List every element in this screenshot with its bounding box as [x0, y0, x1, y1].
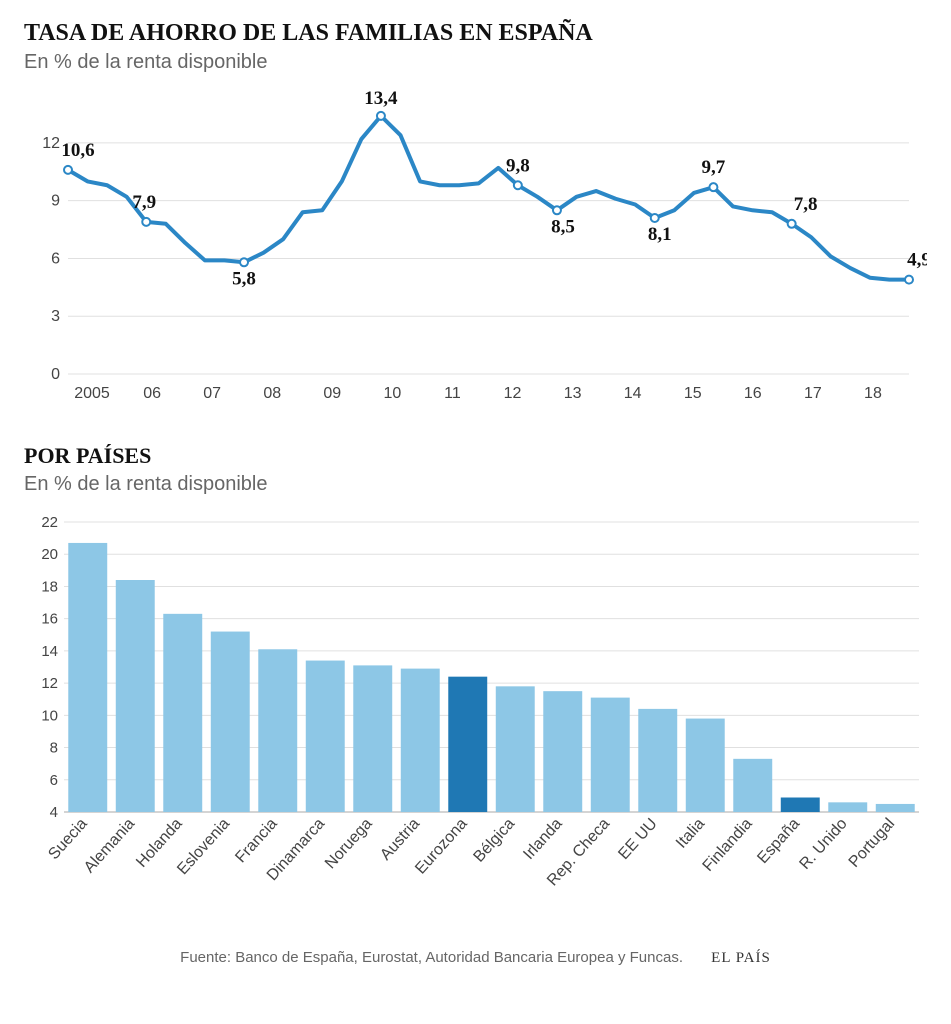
- chart-footer: Fuente: Banco de España, Eurostat, Autor…: [24, 949, 927, 967]
- svg-text:2005: 2005: [74, 385, 110, 402]
- svg-text:11: 11: [444, 385, 461, 402]
- source-label: Fuente: Banco de España, Eurostat, Autor…: [180, 949, 683, 966]
- svg-text:12: 12: [504, 385, 522, 402]
- svg-text:0: 0: [51, 366, 60, 383]
- svg-text:Finlandia: Finlandia: [700, 815, 756, 875]
- svg-text:7,9: 7,9: [132, 192, 156, 213]
- svg-text:Francia: Francia: [232, 815, 280, 866]
- svg-text:18: 18: [864, 385, 882, 402]
- svg-text:8,5: 8,5: [551, 216, 575, 237]
- svg-text:16: 16: [41, 611, 58, 628]
- svg-text:8: 8: [50, 740, 58, 757]
- line-chart-section: TASA DE AHORRO DE LAS FAMILIAS EN ESPAÑA…: [24, 20, 927, 415]
- svg-text:R. Unido: R. Unido: [796, 815, 850, 873]
- line-chart-subtitle: En % de la renta disponible: [24, 51, 927, 74]
- svg-text:Noruega: Noruega: [322, 815, 376, 872]
- brand-label: EL PAÍS: [711, 950, 771, 966]
- svg-text:Austria: Austria: [377, 815, 423, 863]
- svg-text:10: 10: [383, 385, 401, 402]
- bar-chart-subtitle: En % de la renta disponible: [24, 473, 927, 496]
- svg-text:14: 14: [41, 643, 58, 660]
- svg-text:06: 06: [143, 385, 161, 402]
- svg-text:07: 07: [203, 385, 221, 402]
- svg-text:Portugal: Portugal: [846, 815, 899, 871]
- svg-text:Irlanda: Irlanda: [520, 815, 565, 863]
- svg-text:22: 22: [41, 514, 58, 531]
- svg-text:09: 09: [323, 385, 341, 402]
- svg-text:14: 14: [624, 385, 642, 402]
- svg-text:España: España: [754, 815, 803, 867]
- svg-text:9: 9: [51, 193, 60, 210]
- svg-text:13: 13: [564, 385, 582, 402]
- line-chart: 0 3 6 9 12 2005 06 07 08 09 10 11 12 13 14 15 16 17 18 10,6…: [24, 90, 927, 415]
- svg-text:4: 4: [50, 804, 58, 821]
- line-chart-title: TASA DE AHORRO DE LAS FAMILIAS EN ESPAÑA: [24, 20, 927, 47]
- svg-text:6: 6: [50, 772, 58, 789]
- svg-text:17: 17: [804, 385, 822, 402]
- svg-text:16: 16: [744, 385, 762, 402]
- svg-text:20: 20: [41, 546, 58, 563]
- svg-text:9,7: 9,7: [702, 157, 726, 178]
- svg-text:Eurozona: Eurozona: [412, 815, 471, 877]
- svg-text:12: 12: [42, 135, 60, 152]
- svg-text:Bélgica: Bélgica: [470, 815, 518, 865]
- svg-text:18: 18: [41, 578, 58, 595]
- svg-text:EE UU: EE UU: [615, 815, 660, 863]
- bar-chart: 46810121416182022SueciaAlemaniaHolandaEs…: [24, 512, 927, 937]
- svg-text:15: 15: [684, 385, 702, 402]
- svg-text:Alemania: Alemania: [81, 815, 138, 876]
- svg-text:3: 3: [51, 308, 60, 325]
- svg-text:7,8: 7,8: [794, 194, 818, 215]
- svg-text:9,8: 9,8: [506, 155, 530, 176]
- svg-text:13,4: 13,4: [364, 90, 398, 109]
- svg-text:8,1: 8,1: [648, 224, 672, 245]
- svg-text:Italia: Italia: [673, 815, 708, 852]
- svg-text:12: 12: [41, 675, 58, 692]
- svg-text:10: 10: [41, 707, 58, 724]
- bar-chart-title: POR PAÍSES: [24, 443, 927, 469]
- svg-text:6: 6: [51, 250, 60, 267]
- svg-text:08: 08: [263, 385, 281, 402]
- svg-text:Suecia: Suecia: [45, 815, 90, 863]
- svg-text:5,8: 5,8: [232, 268, 256, 289]
- bar-chart-section: POR PAÍSES En % de la renta disponible 4…: [24, 443, 927, 937]
- svg-text:4,9: 4,9: [907, 250, 927, 271]
- svg-text:10,6: 10,6: [61, 140, 94, 161]
